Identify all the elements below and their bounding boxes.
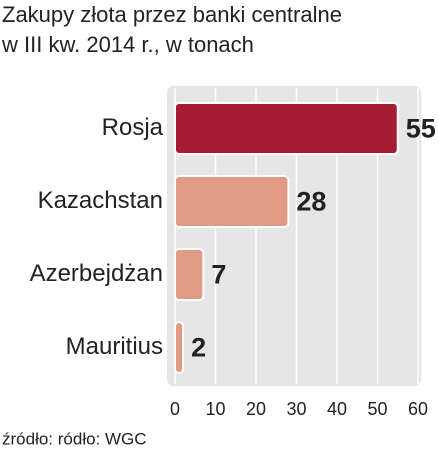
x-tick-label: 40 — [327, 399, 347, 419]
category-label: Azerbejdżan — [30, 260, 163, 287]
value-label: 7 — [211, 260, 226, 290]
x-tick-label: 10 — [205, 399, 225, 419]
plot-background — [167, 86, 421, 386]
category-label: Kazachstan — [38, 187, 163, 214]
value-label: 55 — [406, 114, 436, 144]
x-tick-label: 50 — [367, 399, 387, 419]
value-label: 2 — [191, 333, 206, 363]
value-label: 28 — [296, 187, 326, 217]
category-label: Mauritius — [66, 333, 163, 360]
chart-subtitle: w III kw. 2014 r., w tonach — [1, 32, 254, 57]
x-tick-label: 20 — [246, 399, 266, 419]
x-tick-label: 30 — [286, 399, 306, 419]
bar — [174, 247, 205, 302]
bar — [174, 320, 185, 375]
category-label: Rosja — [102, 114, 164, 141]
source: źródło: ródło: WGC — [2, 429, 147, 448]
bar — [174, 101, 399, 156]
x-tick-label: 60 — [408, 399, 428, 419]
bar — [174, 174, 290, 229]
chart-title: Zakupy złota przez banki centralne — [2, 2, 342, 27]
x-tick-label: 0 — [170, 399, 180, 419]
